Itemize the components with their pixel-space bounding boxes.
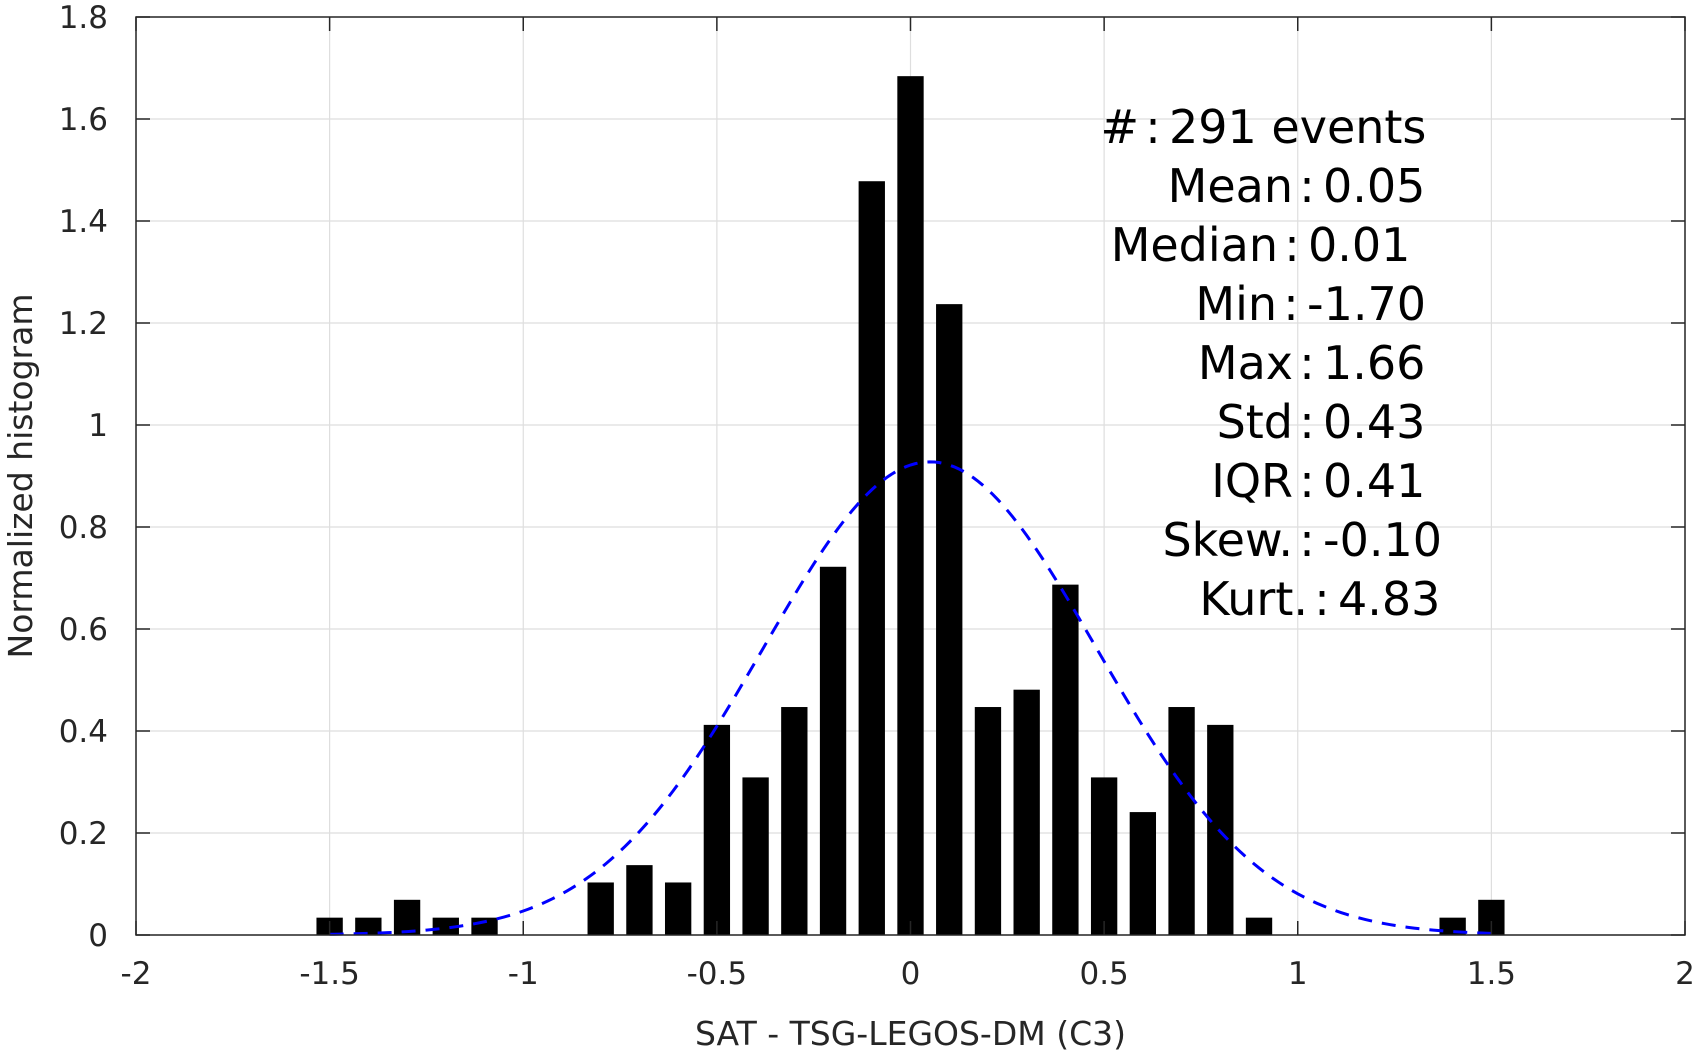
x-axis-label: SAT - TSG-LEGOS-DM (C3): [695, 1014, 1126, 1053]
stat-value: -0.10: [1323, 513, 1442, 567]
histogram-bar: [393, 899, 421, 935]
y-tick-label: 1.8: [59, 0, 108, 36]
stat-value: -1.70: [1307, 277, 1426, 331]
stat-value: 0.41: [1323, 454, 1425, 508]
histogram-bar: [742, 777, 769, 935]
axis-tick-labels: -2 -1.5 -1 -0.5 0 0.5 1 1.5 2 0 0.2 0.4 0.6 0.8 1 1.2 1.…: [59, 0, 1695, 992]
y-tick-label: 0.4: [59, 714, 108, 750]
x-tick-label: 1.5: [1467, 956, 1516, 992]
histogram-bar: [1129, 812, 1157, 935]
histogram-bar: [1090, 777, 1118, 935]
histogram-bar: [664, 882, 692, 935]
histogram-bar: [703, 724, 731, 935]
x-tick-label: 0: [901, 956, 921, 992]
x-tick-label: -1.5: [299, 956, 360, 992]
stat-value: 0.05: [1323, 159, 1425, 213]
y-axis-label: Normalized histogram: [1, 294, 40, 659]
histogram-bar: [1013, 689, 1040, 935]
stat-label: Max: [1198, 336, 1293, 390]
histogram-bar: [1052, 584, 1079, 935]
stat-label: Median: [1111, 218, 1278, 272]
stat-value: 291 events: [1169, 100, 1426, 154]
y-tick-label: 0.2: [59, 816, 108, 852]
x-tick-label: -2: [121, 956, 152, 992]
x-tick-label: -1: [508, 956, 539, 992]
histogram-bar: [974, 707, 1002, 935]
y-tick-label: 1.4: [59, 204, 108, 240]
histogram-bar: [587, 882, 614, 935]
histogram-bars: [316, 76, 1505, 936]
histogram-bar: [858, 181, 885, 936]
stat-label: Mean: [1168, 159, 1293, 213]
histogram-bar: [432, 917, 459, 935]
stat-separator: :: [1145, 100, 1161, 154]
stat-separator: :: [1299, 513, 1315, 567]
y-tick-label: 0: [88, 918, 108, 954]
histogram-bar: [355, 917, 382, 935]
histogram-bar: [936, 304, 963, 935]
histogram-bar: [819, 566, 847, 935]
x-tick-label: 2: [1675, 956, 1695, 992]
stat-value: 0.43: [1323, 395, 1425, 449]
y-tick-label: 0.6: [59, 612, 108, 648]
stat-label: Std: [1217, 395, 1293, 449]
stat-value: 1.66: [1323, 336, 1425, 390]
stat-value: 0.01: [1308, 218, 1410, 272]
x-tick-label: -0.5: [687, 956, 748, 992]
stat-separator: :: [1284, 218, 1300, 272]
stat-label: Kurt.: [1199, 572, 1308, 626]
stat-value: 4.83: [1338, 572, 1440, 626]
x-tick-label: 0.5: [1079, 956, 1128, 992]
stat-separator: :: [1283, 277, 1299, 331]
axes-frame: [135, 16, 1686, 936]
normal-fit-line: [329, 460, 1492, 936]
histogram-bar: [897, 76, 924, 935]
y-tick-label: 0.8: [59, 510, 108, 546]
y-tick-label: 1.2: [59, 306, 108, 342]
y-tick-label: 1: [88, 408, 108, 444]
stat-separator: :: [1299, 395, 1315, 449]
histogram-bar: [1245, 917, 1273, 935]
stat-separator: :: [1314, 572, 1330, 626]
y-tick-label: 1.6: [59, 102, 108, 138]
histogram-bar: [781, 707, 808, 935]
normal-fit-curve: [329, 460, 1492, 936]
stat-label: Min: [1195, 277, 1277, 331]
stat-separator: :: [1299, 454, 1315, 508]
stat-separator: :: [1299, 336, 1315, 390]
x-tick-label: 1: [1288, 956, 1308, 992]
histogram-bar: [1168, 707, 1195, 935]
stat-label: Skew.: [1162, 513, 1293, 567]
stat-label: IQR: [1211, 454, 1293, 508]
stat-label: #: [1100, 100, 1139, 154]
stat-separator: :: [1299, 159, 1315, 213]
histogram-bar: [626, 865, 653, 935]
